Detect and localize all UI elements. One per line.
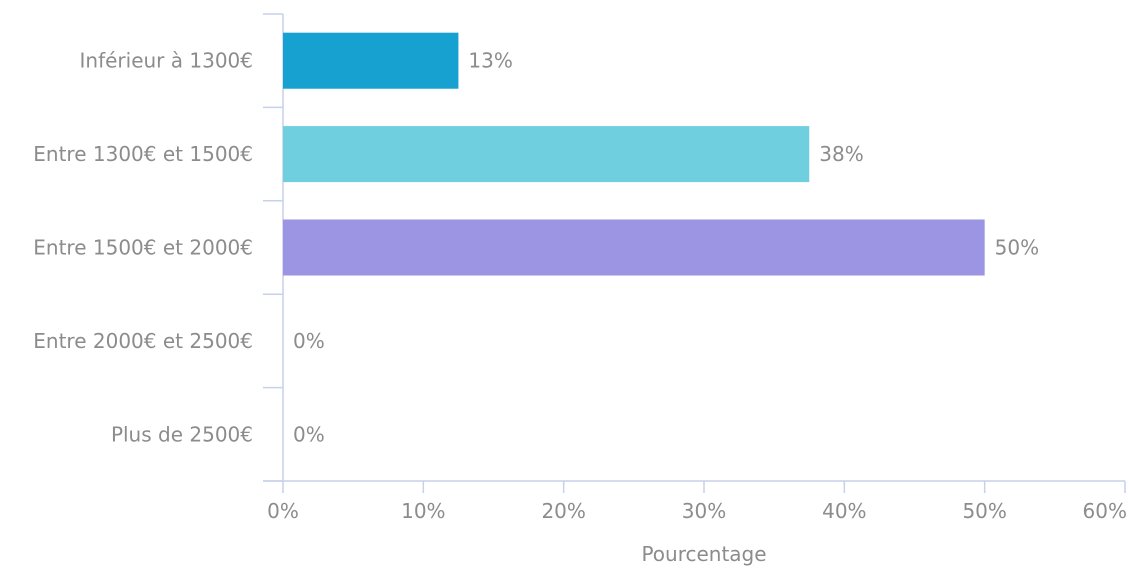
value-tick-label: 20% [541, 499, 585, 523]
category-label: Entre 2000€ et 2500€ [33, 329, 253, 353]
category-axis: Inférieur à 1300€ Entre 1300€ et 1500€ Ent… [33, 13, 284, 482]
category-label: Entre 1300€ et 1500€ [33, 142, 253, 166]
bar [283, 126, 810, 183]
data-label: 0% [293, 329, 325, 353]
data-label: 50% [995, 236, 1039, 260]
data-label: 13% [468, 49, 512, 73]
bars [283, 32, 985, 276]
value-tick-label: 60% [1083, 499, 1127, 523]
category-label: Entre 1500€ et 2000€ [33, 236, 253, 260]
data-label: 0% [293, 422, 325, 446]
value-axis: 0% 10% 20% 30% 40% 50% 60% [263, 480, 1127, 523]
value-tick-label: 10% [401, 499, 445, 523]
category-label: Inférieur à 1300€ [80, 49, 254, 73]
x-axis-title: Pourcentage [641, 542, 766, 566]
value-tick-label: 0% [267, 499, 299, 523]
value-tick-label: 50% [962, 499, 1006, 523]
value-tick-label: 30% [682, 499, 726, 523]
data-labels: 13% 38% 50% 0% 0% [293, 49, 1039, 447]
data-label: 38% [819, 142, 863, 166]
bar [283, 219, 985, 276]
bar [283, 32, 459, 89]
value-tick-label: 40% [822, 499, 866, 523]
category-label: Plus de 2500€ [111, 422, 253, 446]
